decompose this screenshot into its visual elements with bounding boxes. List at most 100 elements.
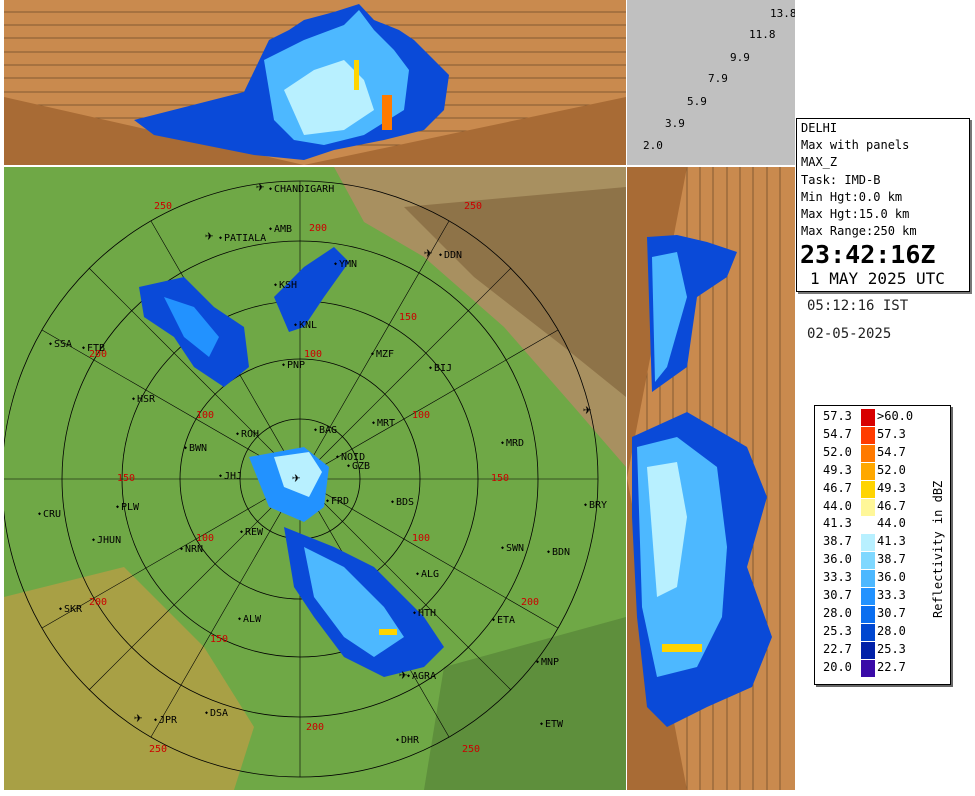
right-cross-section-svg [627, 167, 795, 790]
legend-low-value: 38.7 [823, 534, 852, 549]
utc-date: 1 MAY 2025 UTC [810, 269, 945, 288]
legend-low-value: 20.0 [823, 659, 852, 674]
airport-icon: ✈ [134, 710, 143, 726]
reflectivity-legend: 57.3 >60.0 54.7 57.3 52.0 54.7 49.3 52.0 46.7 49.… [814, 405, 951, 685]
place-label: FTB [82, 343, 105, 354]
legend-high-value: 22.7 [877, 659, 906, 674]
legend-unit-label: Reflectivity in dBZ [931, 480, 945, 618]
legend-row: 30.7 33.3 [815, 588, 950, 605]
legend-low-value: 46.7 [823, 480, 852, 495]
legend-row: 33.3 36.0 [815, 570, 950, 588]
airport-icon: ✈ [205, 228, 214, 244]
legend-swatch [861, 534, 875, 552]
place-label: DSA [205, 708, 228, 719]
range-label: 200 [306, 722, 324, 733]
top-cross-section-svg [4, 0, 626, 165]
legend-swatch [861, 588, 875, 605]
height-label: 5.9 [687, 95, 707, 108]
legend-row: 28.0 30.7 [815, 605, 950, 623]
legend-high-value: 25.3 [877, 641, 906, 656]
height-label: 11.8 [749, 28, 776, 41]
legend-low-value: 52.0 [823, 444, 852, 459]
place-label: DDN [439, 250, 462, 261]
place-label: HTH [413, 608, 436, 619]
height-label: 13.8 [770, 7, 795, 20]
range-label: 250 [149, 744, 167, 755]
north-south-cross-section-panel [4, 0, 626, 165]
place-label: PLW [116, 502, 139, 513]
range-label: 100 [412, 410, 430, 421]
legend-swatch [861, 444, 875, 462]
legend-low-value: 28.0 [823, 605, 852, 620]
height-label: 7.9 [708, 72, 728, 85]
range-label: 200 [521, 597, 539, 608]
place-label: ALW [238, 614, 261, 625]
place-label: SKR [59, 604, 82, 615]
legend-low-value: 54.7 [823, 426, 852, 441]
place-label: PATIALA [219, 233, 266, 244]
airport-icon: ✈ [583, 402, 592, 418]
range-label: 150 [117, 473, 135, 484]
place-label: FRD [326, 496, 349, 507]
legend-low-value: 30.7 [823, 588, 852, 602]
place-label: YMN [334, 259, 357, 270]
place-label: AMB [269, 224, 292, 235]
legend-low-value: 41.3 [823, 516, 852, 531]
legend-swatch [861, 426, 875, 444]
legend-row: 22.7 25.3 [815, 641, 950, 659]
place-label: GZB [347, 461, 370, 472]
range-label: 150 [210, 634, 228, 645]
legend-swatch [861, 409, 875, 426]
place-label: JHUN [92, 535, 121, 546]
product-name: Max with panels [801, 138, 910, 152]
legend-row: 49.3 52.0 [815, 462, 950, 480]
legend-row: 54.7 57.3 [815, 426, 950, 444]
range-label: 100 [196, 410, 214, 421]
place-label: CHANDIGARH [269, 184, 334, 195]
ist-time: 05:12:16 IST [807, 298, 909, 314]
place-label: AGRA [407, 671, 436, 682]
airport-icon: ✈ [292, 470, 301, 486]
legend-row: 20.0 22.7 [815, 659, 950, 677]
range-label: 250 [154, 201, 172, 212]
place-label: BDS [391, 497, 414, 508]
place-label: ALG [416, 569, 439, 580]
min-height: Min Hgt:0.0 km [801, 190, 903, 204]
legend-swatch [861, 480, 875, 498]
radar-map-panel: 250 250 200 200 150 100 100 100 150 150 … [4, 167, 626, 790]
legend-swatch [861, 552, 875, 570]
legend-low-value: 57.3 [823, 409, 852, 423]
legend-row: 44.0 46.7 [815, 498, 950, 516]
height-label: 3.9 [665, 117, 685, 130]
legend-low-value: 36.0 [823, 552, 852, 567]
legend-swatch [861, 570, 875, 588]
height-label: 2.0 [643, 139, 663, 152]
legend-high-value: 38.7 [877, 552, 906, 567]
legend-row: 57.3 >60.0 [815, 409, 950, 426]
legend-low-value: 22.7 [823, 641, 852, 656]
legend-row: 25.3 28.0 [815, 623, 950, 641]
legend-swatch [861, 462, 875, 480]
place-label: SSA [49, 339, 72, 350]
legend-row: 36.0 38.7 [815, 552, 950, 570]
place-label: MNP [536, 657, 559, 668]
east-west-cross-section-panel [627, 167, 795, 790]
airport-icon: ✈ [424, 245, 433, 261]
place-label: BWN [184, 443, 207, 454]
range-label: 250 [464, 201, 482, 212]
legend-swatch [861, 516, 875, 534]
legend-high-value: 46.7 [877, 498, 906, 513]
legend-swatch [861, 641, 875, 659]
place-label: REW [240, 527, 263, 538]
place-label: KSH [274, 280, 297, 291]
max-range: Max Range:250 km [801, 224, 917, 238]
height-scale-panel: 13.8 11.8 9.9 7.9 5.9 3.9 2.0 [627, 0, 795, 165]
legend-row: 38.7 41.3 [815, 534, 950, 552]
legend-swatch [861, 605, 875, 623]
place-label: DHR [396, 735, 419, 746]
airport-icon: ✈ [399, 667, 408, 683]
legend-high-value: 30.7 [877, 605, 906, 620]
place-label: BIJ [429, 363, 452, 374]
place-label: SWN [501, 543, 524, 554]
range-label: 250 [462, 744, 480, 755]
